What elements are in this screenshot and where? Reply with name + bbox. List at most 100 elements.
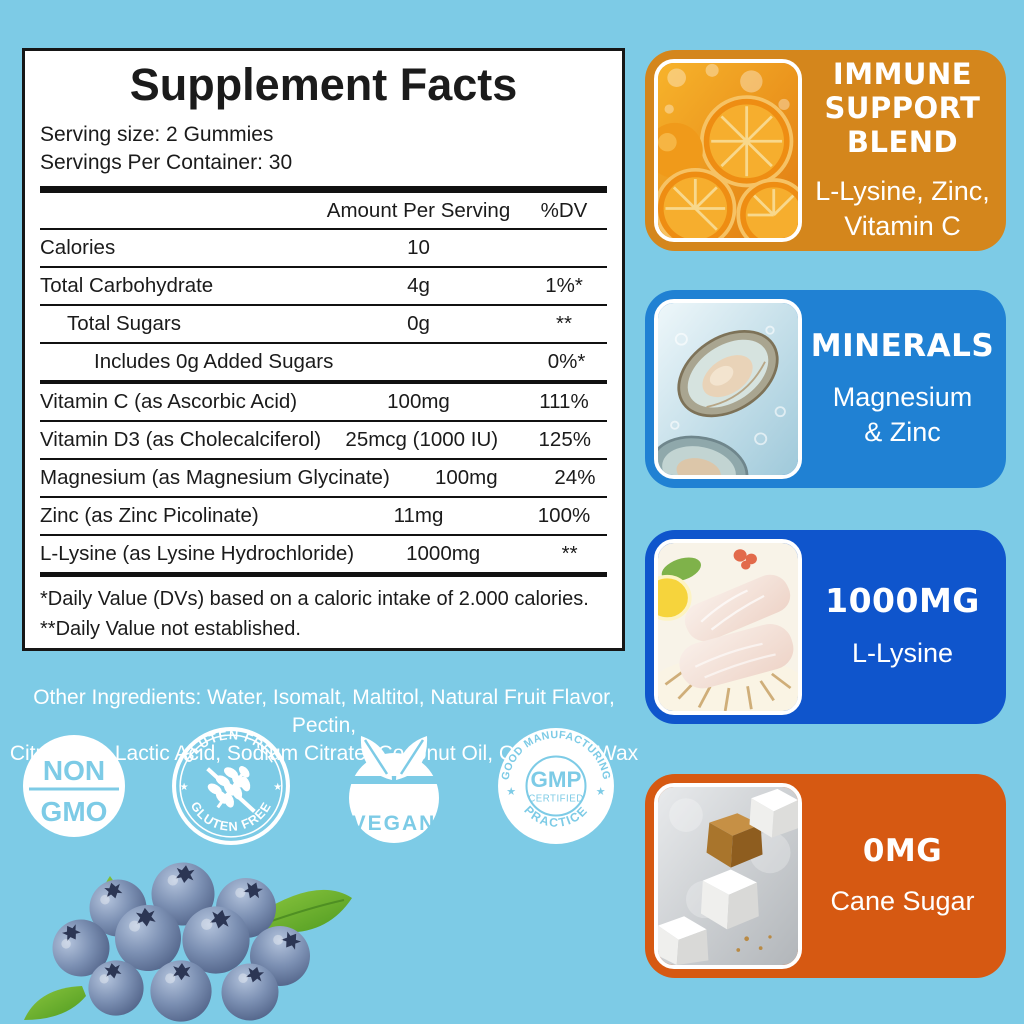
- nutrient-dv: **: [556, 312, 572, 336]
- nutrient-dv: 0%*: [547, 350, 586, 374]
- card-heading: IMMUNE SUPPORT BLEND: [824, 56, 981, 160]
- card-subtext: Cane Sugar: [830, 886, 975, 917]
- table-row: Magnesium (as Magnesium Glycinate) 100mg…: [40, 460, 607, 496]
- gmp-center: GMP: [531, 767, 582, 792]
- orange-slices-photo: [654, 59, 802, 242]
- table-row: Zinc (as Zinc Picolinate) 11mg 100%: [40, 498, 607, 534]
- sugar-cube: [658, 916, 709, 965]
- table-row: Vitamin C (as Ascorbic Acid) 100mg 111%: [40, 384, 607, 420]
- svg-text:GLUTEN FREE: GLUTEN FREE: [180, 727, 283, 765]
- sugar-cube: [700, 869, 759, 930]
- star-icon: ★: [596, 786, 606, 798]
- footnotes: *Daily Value (DVs) based on a caloric in…: [40, 577, 607, 644]
- divider: [40, 266, 607, 269]
- card-subtext: Magnesium & Zinc: [832, 381, 973, 447]
- nutrient-name: Magnesium (as Magnesium Glycinate): [40, 466, 390, 490]
- orange-slice: [700, 95, 794, 188]
- orange-slice: [658, 168, 737, 238]
- nutrient-name: Calories: [40, 236, 116, 260]
- vegan-label: VEGAN: [351, 812, 436, 835]
- fish-fillet: [679, 623, 794, 689]
- card-immune-support: IMMUNE SUPPORT BLEND L-Lysine, Zinc, Vit…: [645, 50, 1006, 251]
- nutrient-name: L-Lysine (as Lysine Hydrochloride): [40, 542, 355, 566]
- card-heading: 1000MG: [825, 581, 980, 621]
- nutrient-amount: 1000mg: [406, 542, 481, 566]
- certification-badges: NON GMO GLUTEN FREE GLUTEN FREE ★ ★: [20, 724, 616, 848]
- nutrient-name: Vitamin C (as Ascorbic Acid): [40, 390, 298, 414]
- nutrient-dv: 100%: [537, 504, 591, 528]
- fish-fillet: [684, 574, 791, 642]
- table-row: L-Lysine (as Lysine Hydrochloride) 1000m…: [40, 536, 607, 572]
- oyster-shell: [658, 435, 749, 475]
- table-row: Includes 0g Added Sugars 0%*: [40, 344, 607, 380]
- divider-thick: [40, 380, 607, 385]
- divider: [40, 228, 607, 231]
- table-row: Vitamin D3 (as Cholecalciferol) 25mcg (1…: [40, 422, 607, 458]
- card-subtext: L-Lysine: [851, 638, 954, 669]
- nutrient-name: Zinc (as Zinc Picolinate): [40, 504, 259, 528]
- dv-column-header: %DV: [540, 199, 588, 223]
- divider-thick: [40, 186, 607, 194]
- panel-title: Supplement Facts: [129, 59, 518, 110]
- bubbles: [670, 325, 786, 446]
- gluten-free-arc-top: GLUTEN FREE: [180, 727, 282, 765]
- brown-sugar-cube: [706, 813, 763, 868]
- fish-fillet-photo: [654, 539, 802, 715]
- nutrient-amount: 10: [407, 236, 430, 260]
- juice-splash: [664, 63, 790, 114]
- orange-slice: [736, 178, 798, 238]
- gmp-badge-icon: GOOD MANUFACTURING PRACTICE ★ ★ GMP CERT…: [498, 728, 614, 844]
- non-gmo-line2: GMO: [41, 796, 108, 827]
- oyster-photo: [654, 299, 802, 479]
- card-minerals: MINERALS Magnesium & Zinc: [645, 290, 1006, 488]
- gmp-certified: CERTIFIED: [528, 793, 583, 804]
- nutrient-amount: 100mg: [434, 466, 498, 490]
- leaves-icon: [360, 736, 427, 780]
- divider: [40, 304, 607, 307]
- vegan-badge-icon: VEGAN: [336, 736, 451, 843]
- nutrient-name: Total Sugars: [67, 312, 181, 336]
- nutrient-amount: 25mcg (1000 IU): [345, 428, 499, 452]
- divider: [40, 496, 607, 499]
- table-header: Amount Per Serving %DV: [40, 193, 607, 228]
- nutrient-name: Includes 0g Added Sugars: [94, 350, 334, 374]
- divider: [40, 342, 607, 345]
- nutrient-name: Total Carbohydrate: [40, 274, 214, 298]
- nutrient-dv: **: [561, 542, 578, 566]
- nutrient-amount: 100mg: [387, 390, 450, 414]
- nutrient-dv: 1%*: [545, 274, 583, 298]
- card-cane-sugar: 0MG Cane Sugar: [645, 774, 1006, 978]
- nutrient-amount: 4g: [407, 274, 430, 298]
- nutrient-amount: 11mg: [393, 504, 444, 528]
- nutrient-amount: 0g: [407, 312, 430, 336]
- servings-per-container: Servings Per Container: 30: [40, 151, 293, 175]
- amount-column-header: Amount Per Serving: [326, 199, 511, 223]
- nutrient-dv: 125%: [538, 428, 591, 452]
- sugar-cube: [749, 788, 798, 838]
- card-lysine-1000mg: 1000MG L-Lysine: [645, 530, 1006, 724]
- table-row: Total Carbohydrate 4g 1%*: [40, 268, 607, 304]
- non-gmo-badge-icon: NON GMO: [23, 735, 125, 837]
- sugar-cubes-photo: [654, 783, 802, 969]
- divider: [40, 420, 607, 423]
- table-row: Calories 10: [40, 230, 607, 266]
- footnote-not-established: **Daily Value not established.: [40, 618, 301, 641]
- nutrient-dv: 111%: [539, 390, 589, 414]
- wheat-crossed-icon: [206, 766, 257, 813]
- divider: [40, 458, 607, 461]
- card-heading: MINERALS: [810, 328, 995, 365]
- star-icon: ★: [180, 782, 189, 793]
- footnote-daily-value: *Daily Value (DVs) based on a caloric in…: [40, 588, 589, 611]
- crumbs: [736, 935, 772, 952]
- garnish: [733, 549, 757, 570]
- table-row: Total Sugars 0g **: [40, 306, 607, 342]
- divider-thick: [40, 572, 607, 578]
- oyster-shell: [677, 329, 779, 418]
- gluten-free-badge-icon: GLUTEN FREE GLUTEN FREE ★ ★: [172, 727, 291, 845]
- blueberries-image: [24, 859, 352, 1024]
- card-heading: 0MG: [862, 832, 943, 869]
- serving-size: Serving size: 2 Gummies: [40, 123, 274, 146]
- nutrient-name: Vitamin D3 (as Cholecalciferol): [40, 428, 322, 452]
- card-subtext: L-Lysine, Zinc, Vitamin C: [815, 176, 990, 242]
